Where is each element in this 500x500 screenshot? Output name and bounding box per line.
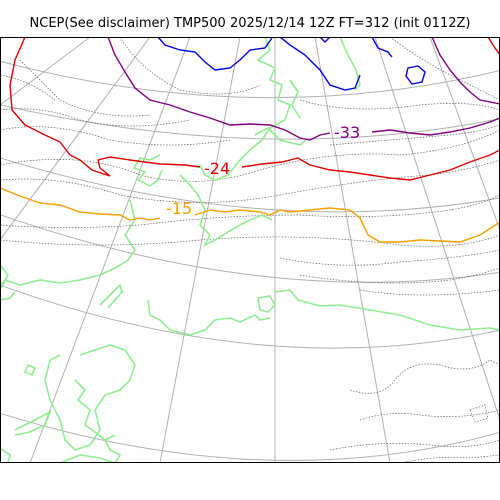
latitude-lines [0,60,500,461]
contour-label-minus-24: -24 [204,159,230,178]
contour-label-minus-15: -15 [166,199,192,218]
isotherm-minus-15 [0,187,500,243]
longitude-lines [0,37,500,463]
coastlines [0,37,500,463]
map-title: NCEP(See disclaimer) TMP500 2025/12/14 1… [29,16,471,31]
temperature-map: -33 -24 -15 [0,37,500,463]
contour-label-minus-33: -33 [334,123,360,142]
isotherm-minus-33 [107,37,500,141]
isotherm-minus-24 [9,37,500,181]
isotherm-minus-42 [157,37,426,91]
map-frame [0,37,500,463]
dotted-contours [0,37,500,463]
